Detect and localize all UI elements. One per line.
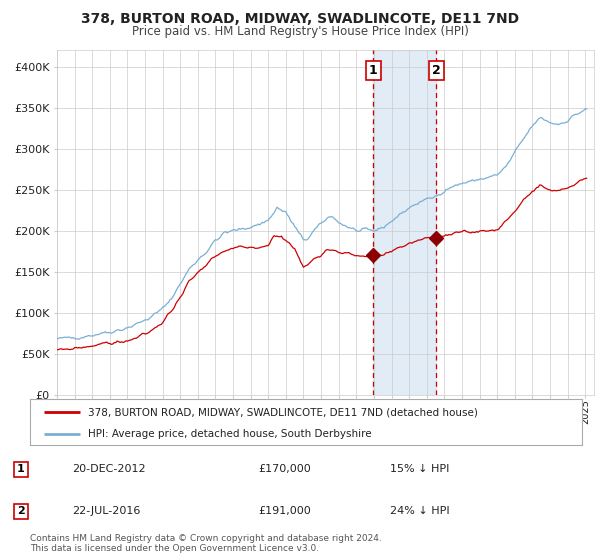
Text: 2: 2 <box>432 64 441 77</box>
Text: 15% ↓ HPI: 15% ↓ HPI <box>390 464 449 474</box>
Text: £170,000: £170,000 <box>258 464 311 474</box>
Text: Contains HM Land Registry data © Crown copyright and database right 2024.
This d: Contains HM Land Registry data © Crown c… <box>30 534 382 553</box>
Text: Price paid vs. HM Land Registry's House Price Index (HPI): Price paid vs. HM Land Registry's House … <box>131 25 469 38</box>
Text: 378, BURTON ROAD, MIDWAY, SWADLINCOTE, DE11 7ND (detached house): 378, BURTON ROAD, MIDWAY, SWADLINCOTE, D… <box>88 407 478 417</box>
Text: HPI: Average price, detached house, South Derbyshire: HPI: Average price, detached house, Sout… <box>88 429 371 438</box>
Text: 1: 1 <box>369 64 378 77</box>
Text: 2: 2 <box>17 506 25 516</box>
Bar <box>373 50 436 395</box>
Text: £191,000: £191,000 <box>258 506 311 516</box>
Text: 1: 1 <box>17 464 25 474</box>
Text: 378, BURTON ROAD, MIDWAY, SWADLINCOTE, DE11 7ND: 378, BURTON ROAD, MIDWAY, SWADLINCOTE, D… <box>81 12 519 26</box>
Text: 22-JUL-2016: 22-JUL-2016 <box>72 506 140 516</box>
Text: 20-DEC-2012: 20-DEC-2012 <box>72 464 146 474</box>
Text: 24% ↓ HPI: 24% ↓ HPI <box>390 506 449 516</box>
